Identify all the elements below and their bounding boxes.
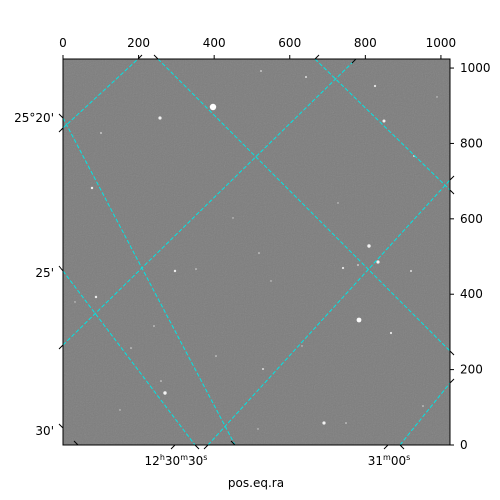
right-tick-label: 1000: [460, 61, 491, 75]
star: [258, 252, 260, 254]
right-pixel-axis: 0 200 400 600 800 1000: [450, 61, 491, 452]
star: [301, 345, 303, 347]
star: [345, 422, 347, 424]
dec-tick-label: 30': [35, 424, 54, 438]
star: [160, 380, 162, 382]
star: [215, 355, 217, 357]
star: [90, 186, 94, 190]
dec-grid-line: [314, 59, 450, 191]
star: [130, 347, 132, 349]
star: [119, 409, 121, 411]
plot-frame: [62, 58, 451, 446]
dec-tick-label: 25°20': [14, 111, 54, 125]
ra-tick-label: 12h30m30s: [145, 453, 208, 468]
star: [376, 260, 380, 264]
x-axis-label: pos.eq.ra: [228, 476, 284, 490]
star: [305, 76, 307, 78]
top-tick-label: 0: [59, 36, 67, 50]
top-pixel-axis: 0 200 400 600 800 1000: [59, 36, 456, 59]
right-tick-label: 200: [460, 363, 483, 377]
star: [436, 96, 438, 98]
dec-grid-line: [63, 117, 236, 445]
star: [410, 270, 412, 272]
star: [270, 280, 272, 282]
star: [158, 116, 162, 120]
star: [357, 264, 359, 266]
right-tick-label: 400: [460, 287, 483, 301]
ra-grid-line: [63, 59, 139, 129]
top-tick-label: 400: [203, 36, 226, 50]
right-tick-label: 600: [460, 212, 483, 226]
star: [367, 244, 371, 248]
star: [173, 269, 177, 273]
star: [74, 301, 76, 303]
ra-grid-line: [63, 59, 357, 346]
ra-tick-label: 31m00s: [368, 453, 411, 468]
star: [209, 103, 217, 111]
ra-grid-line: [399, 382, 450, 445]
star: [356, 317, 362, 323]
star: [100, 132, 102, 134]
star: [373, 84, 377, 88]
star: [389, 331, 393, 335]
top-tick-label: 200: [127, 36, 150, 50]
star: [232, 217, 234, 219]
star: [382, 119, 386, 123]
top-tick-label: 600: [278, 36, 301, 50]
coordinate-grid: [63, 59, 450, 445]
star: [195, 268, 197, 270]
world-tick-marks: [58, 54, 455, 450]
right-tick-label: 800: [460, 136, 483, 150]
dec-tick-label: 25': [35, 266, 54, 280]
star: [422, 405, 424, 407]
star: [337, 202, 339, 204]
star: [260, 70, 262, 72]
star: [322, 421, 326, 425]
top-tick-label: 800: [354, 36, 377, 50]
star-field: [74, 70, 438, 430]
star: [341, 266, 345, 270]
right-tick-label: 0: [460, 438, 468, 452]
star: [153, 325, 155, 327]
star: [262, 368, 264, 370]
star: [257, 428, 259, 430]
dec-grid-line: [157, 59, 450, 352]
star: [94, 295, 98, 299]
dec-grid-line: [63, 270, 196, 445]
top-tick-label: 1000: [426, 36, 457, 50]
star: [163, 391, 167, 395]
